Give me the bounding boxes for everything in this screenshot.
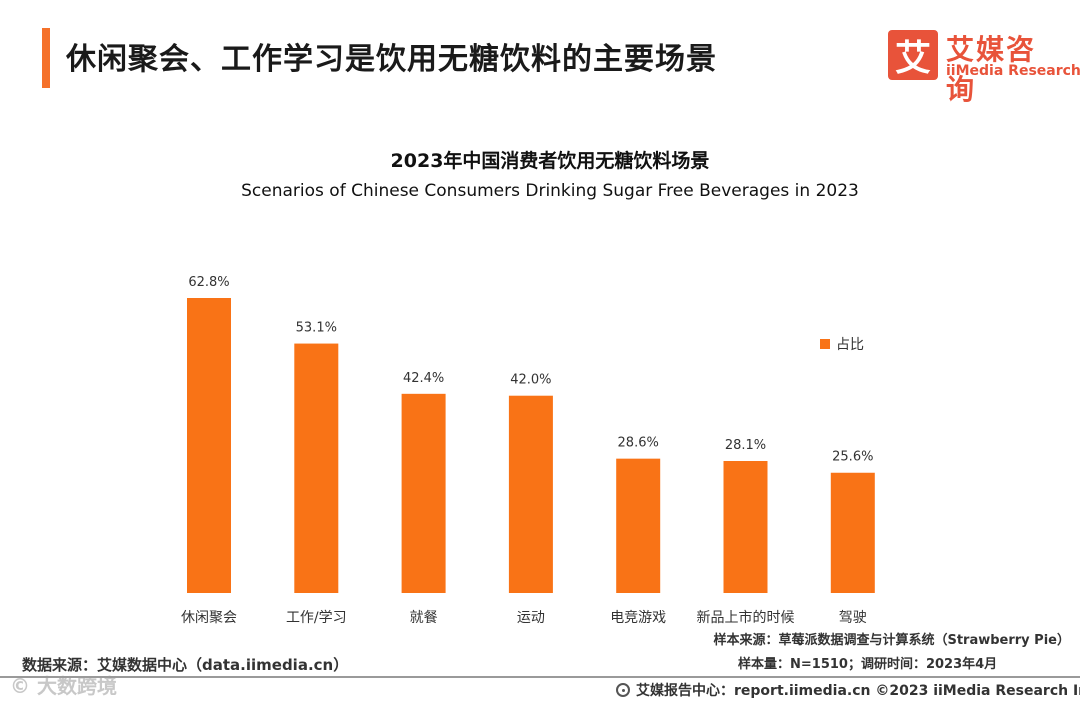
data-source-note: 数据来源：艾媒数据中心（data.iimedia.cn） — [22, 656, 349, 674]
footer-text: 艾媒报告中心：report.iimedia.cn ©2023 iiMedia R… — [636, 683, 1080, 699]
globe-icon — [616, 683, 630, 697]
bar-2 — [401, 393, 446, 593]
sample-source-note: 样本来源：草莓派数据调查与计算系统（Strawberry Pie） — [713, 633, 1070, 648]
chart-subtitle: Scenarios of Chinese Consumers Drinking … — [241, 181, 859, 201]
value-label-4: 28.6% — [618, 436, 659, 451]
bar-3 — [508, 395, 553, 593]
category-label-1: 工作/学习 — [286, 610, 347, 626]
bar-0 — [187, 298, 231, 593]
sample-size-note: 样本量：N=1510；调研时间：2023年4月 — [738, 657, 998, 672]
bar-6 — [830, 472, 875, 593]
category-label-0: 休闲聚会 — [181, 610, 237, 626]
legend-swatch — [820, 339, 830, 349]
value-label-1: 53.1% — [296, 321, 337, 336]
value-label-5: 28.1% — [725, 438, 766, 453]
value-label-2: 42.4% — [403, 371, 444, 386]
title-accent-bar — [42, 28, 50, 88]
logo-mark: 艾 — [888, 30, 938, 80]
category-label-5: 新品上市的时候 — [697, 609, 795, 626]
category-label-4: 电竞游戏 — [610, 609, 666, 626]
value-label-6: 25.6% — [832, 450, 873, 465]
legend-label: 占比 — [836, 337, 864, 353]
logo-name-cn: 艾媒咨询 — [946, 33, 1037, 106]
footer: 艾媒报告中心：report.iimedia.cn ©2023 iiMedia R… — [616, 680, 1080, 700]
value-label-0: 62.8% — [188, 275, 229, 290]
category-label-3: 运动 — [517, 610, 545, 626]
footer-divider — [0, 676, 1080, 678]
category-label-6: 驾驶 — [839, 610, 867, 626]
logo-name-en: iiMedia Research — [946, 63, 1080, 79]
bar-5 — [723, 461, 768, 593]
value-label-3: 42.0% — [510, 373, 551, 388]
chart-legend: 占比 — [820, 334, 864, 354]
page-title: 休闲聚会、工作学习是饮用无糖饮料的主要场景 — [66, 42, 717, 77]
category-label-2: 就餐 — [410, 610, 438, 626]
bar-1 — [294, 343, 339, 593]
bar-4 — [616, 458, 661, 593]
watermark: © 大数跨境 — [10, 674, 117, 698]
iimedia-logo: 艾 艾媒咨询 iiMedia Research — [888, 30, 1080, 106]
chart-title: 2023年中国消费者饮用无糖饮料场景 — [390, 150, 710, 172]
